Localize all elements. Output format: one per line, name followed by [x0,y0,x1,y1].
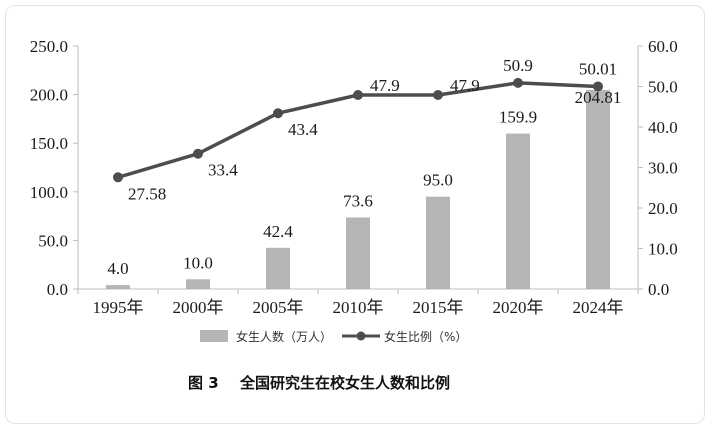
caption-text: 全国研究生在校女生人数和比例 [239,374,450,392]
bar [506,133,530,289]
y-right-tick-label: 0.0 [648,280,669,299]
y-right-tick-label: 60.0 [648,37,678,56]
bar-value-label: 73.6 [343,191,373,210]
line-point [513,77,523,88]
bar [586,89,610,289]
bar [346,217,370,289]
x-tick-label: 2000年 [173,298,224,317]
x-tick-label: 2010年 [333,298,384,317]
bar-value-label: 204.81 [575,88,622,107]
y-left-tick-label: 0.0 [47,280,68,299]
bar [106,285,130,289]
y-left-tick-label: 100.0 [30,183,68,202]
line-value-label: 50.01 [579,59,617,78]
caption-prefix: 图 3 [188,374,219,392]
x-tick-label: 1995年 [93,298,144,317]
x-tick-label: 2020年 [493,298,544,317]
y-left-tick-label: 150.0 [30,134,68,153]
y-right-tick-label: 20.0 [648,199,678,218]
bar [426,196,450,289]
line-value-label: 50.9 [503,56,533,75]
line-value-label: 47.9 [450,76,480,95]
line-series [113,77,603,183]
line-value-label: 33.4 [208,161,238,180]
bar [186,279,210,289]
legend-bar-swatch [200,330,228,342]
bar-value-label: 10.0 [183,253,213,272]
x-tick-label: 2015年 [413,298,464,317]
bar-value-label: 159.9 [499,108,537,127]
y-right-tick-label: 40.0 [648,118,678,137]
bar-value-label: 4.0 [107,259,128,278]
y-right-tick-label: 10.0 [648,240,678,259]
line-value-label: 43.4 [288,120,318,139]
data-labels: 4.0 10.0 42.4 73.6 95.0 159.9 204.81 27.58 33.4 4… [107,56,621,278]
x-tick-label: 2005年 [253,298,304,317]
y-left-tick-label: 200.0 [30,86,68,105]
y-right-tick-label: 50.0 [648,78,678,97]
bar [266,247,290,289]
x-tick-label: 2024年 [573,298,624,317]
line-point [273,108,283,119]
y-right-tick-label: 30.0 [648,159,678,178]
line-point [593,81,603,92]
line-point [113,172,123,183]
legend-bar-label: 女生人数（万人） [236,329,332,344]
y-left-tick-label: 50.0 [38,231,68,250]
bar-value-label: 95.0 [423,171,453,190]
line-value-label: 27.58 [128,184,166,203]
line-point [433,90,443,101]
bar-series [106,89,610,289]
axes: 0.0 50.0 100.0 150.0 200.0 250.0 0.0 10.0 20.0 30… [30,37,678,317]
line-point [193,148,203,159]
legend-line-marker [356,331,366,341]
legend-line-label: 女生比例（%） [384,329,467,344]
legend: 女生人数（万人） 女生比例（%） [200,329,467,344]
bar-value-label: 42.4 [263,222,293,241]
line-point [353,90,363,101]
line-value-label: 47.9 [370,76,400,95]
y-left-tick-label: 250.0 [30,37,68,56]
